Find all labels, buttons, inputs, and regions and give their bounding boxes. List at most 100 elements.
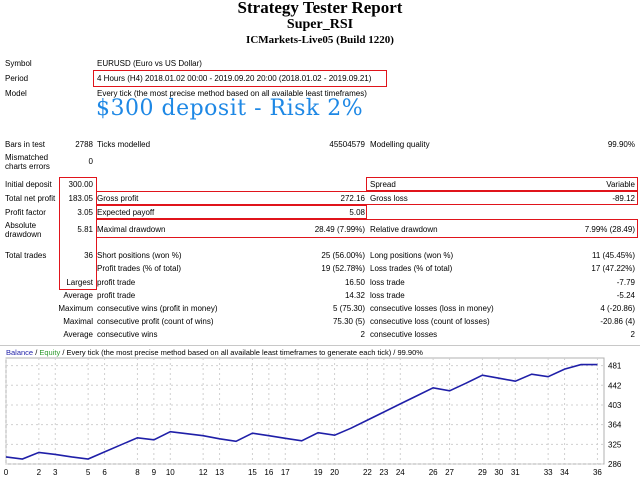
maximal-label: Maximal bbox=[63, 317, 93, 326]
bars-label: Bars in test bbox=[5, 140, 46, 149]
average2-label: Average bbox=[63, 330, 93, 339]
largest-profit-label: profit trade bbox=[97, 278, 136, 287]
loss-trades-value: 17 (47.22%) bbox=[591, 264, 635, 273]
x-tick-label: 23 bbox=[379, 468, 388, 477]
x-tick-label: 3 bbox=[53, 468, 58, 477]
x-tick-label: 33 bbox=[544, 468, 553, 477]
x-tick-label: 5 bbox=[86, 468, 91, 477]
long-positions-value: 11 (45.45%) bbox=[592, 251, 635, 260]
quality-value: 99.90% bbox=[607, 140, 635, 149]
total-trades-value: 36 bbox=[84, 251, 93, 260]
x-tick-label: 12 bbox=[199, 468, 208, 477]
drawdown-highlight bbox=[96, 219, 638, 238]
period-value: 4 Hours (H4) 2018.01.02 00:00 - 2019.09.… bbox=[97, 74, 372, 83]
spread-value: Variable bbox=[606, 180, 635, 189]
profit-trades-value: 19 (52.78%) bbox=[321, 264, 365, 273]
average-label: Average bbox=[63, 291, 93, 300]
avg-cons-losses-value: 2 bbox=[630, 330, 635, 339]
profit-factor-label: Profit factor bbox=[5, 208, 46, 217]
spread-highlight bbox=[366, 177, 638, 191]
x-tick-label: 30 bbox=[494, 468, 503, 477]
total-trades-label: Total trades bbox=[5, 251, 47, 260]
x-tick-label: 34 bbox=[560, 468, 569, 477]
largest-profit-value: 16.50 bbox=[344, 278, 365, 287]
x-tick-label: 6 bbox=[102, 468, 107, 477]
max-cons-profit-value: 75.30 (5) bbox=[332, 317, 365, 326]
largest-loss-value: -7.79 bbox=[616, 278, 635, 287]
y-tick-label: 325 bbox=[608, 440, 622, 449]
model-label: Model bbox=[5, 89, 27, 98]
abs-drawdown-label: Absolute bbox=[5, 221, 37, 230]
largest-label: Largest bbox=[66, 278, 93, 287]
legend-equity: Equity bbox=[39, 348, 61, 357]
x-tick-label: 36 bbox=[593, 468, 602, 477]
net-profit-value: 183.05 bbox=[68, 194, 93, 203]
x-tick-label: 29 bbox=[478, 468, 487, 477]
average-profit-value: 14.32 bbox=[344, 291, 365, 300]
x-tick-label: 10 bbox=[166, 468, 175, 477]
rel-drawdown-value: 7.99% (28.49) bbox=[584, 225, 635, 234]
net-profit-label: Total net profit bbox=[5, 194, 56, 203]
x-tick-label: 0 bbox=[4, 468, 9, 477]
expected-payoff-label: Expected payoff bbox=[97, 208, 155, 217]
long-positions-label: Long positions (won %) bbox=[370, 251, 454, 260]
promo-text: $300 deposit - Risk 2% bbox=[96, 96, 364, 121]
max-cons-loss-label: consecutive loss (count of losses) bbox=[370, 317, 490, 326]
profit-trades-label: Profit trades (% of total) bbox=[97, 264, 182, 273]
report-title: Strategy Tester Report bbox=[237, 0, 403, 17]
deposit-value: 300.00 bbox=[68, 180, 93, 189]
gross-highlight bbox=[96, 191, 638, 205]
max-cons-loss-value: -20.86 (4) bbox=[600, 317, 635, 326]
symbol-value: EURUSD (Euro vs US Dollar) bbox=[97, 59, 202, 68]
short-positions-label: Short positions (won %) bbox=[97, 251, 182, 260]
plot-frame bbox=[5, 357, 605, 465]
max-cons-wins-value: 5 (75.30) bbox=[332, 304, 365, 313]
avg-cons-wins-value: 2 bbox=[360, 330, 365, 339]
gross-profit-label: Gross profit bbox=[97, 194, 139, 203]
max-drawdown-value: 28.49 (7.99%) bbox=[314, 225, 365, 234]
profit-factor-value: 3.05 bbox=[77, 208, 93, 217]
deposit-label: Initial deposit bbox=[5, 180, 52, 189]
gross-profit-value: 272.16 bbox=[340, 194, 365, 203]
average-profit-label: profit trade bbox=[97, 291, 136, 300]
x-tick-label: 26 bbox=[429, 468, 438, 477]
avg-cons-wins-label: consecutive wins bbox=[97, 330, 158, 339]
payoff-highlight bbox=[96, 205, 367, 219]
rel-drawdown-label: Relative drawdown bbox=[370, 225, 438, 234]
loss-trades-label: Loss trades (% of total) bbox=[370, 264, 453, 273]
short-positions-value: 25 (56.00%) bbox=[321, 251, 365, 260]
gross-loss-label: Gross loss bbox=[370, 194, 408, 203]
balance-line bbox=[5, 363, 598, 460]
max-drawdown-label: Maximal drawdown bbox=[97, 225, 166, 234]
bars-value: 2788 bbox=[75, 140, 93, 149]
max-cons-losses-label: consecutive losses (loss in money) bbox=[370, 304, 494, 313]
x-tick-label: 16 bbox=[264, 468, 273, 477]
expert-name: Super_RSI bbox=[286, 17, 354, 32]
ticks-value: 45504579 bbox=[329, 140, 365, 149]
y-tick-label: 442 bbox=[608, 381, 622, 390]
x-tick-label: 2 bbox=[37, 468, 42, 477]
y-tick-label: 403 bbox=[608, 401, 622, 410]
largest-loss-label: loss trade bbox=[370, 278, 405, 287]
period-highlight bbox=[93, 70, 387, 87]
legend-separator: / bbox=[33, 348, 40, 357]
mismatch-value: 0 bbox=[88, 157, 93, 166]
gross-loss-value: -89.12 bbox=[612, 194, 635, 203]
average-loss-value: -5.24 bbox=[616, 291, 635, 300]
avg-cons-losses-label: consecutive losses bbox=[370, 330, 438, 339]
x-tick-label: 8 bbox=[135, 468, 140, 477]
x-tick-label: 17 bbox=[281, 468, 290, 477]
ticks-label: Ticks modelled bbox=[97, 140, 151, 149]
max-cons-profit-label: consecutive profit (count of wins) bbox=[97, 317, 214, 326]
x-tick-label: 27 bbox=[445, 468, 454, 477]
spread-label: Spread bbox=[370, 180, 396, 189]
y-tick-label: 364 bbox=[608, 421, 622, 430]
balance-chart: 286 325 364 403 442 481 0 2 3 5 6 8 9 10 12 13 15 16 17 19 2… bbox=[0, 345, 640, 481]
y-tick-label: 481 bbox=[608, 362, 622, 371]
model-value: Every tick (the most precise method base… bbox=[97, 89, 367, 98]
x-tick-label: 19 bbox=[314, 468, 323, 477]
x-tick-label: 31 bbox=[511, 468, 520, 477]
x-tick-label: 9 bbox=[152, 468, 157, 477]
maximum-label: Maximum bbox=[58, 304, 93, 313]
